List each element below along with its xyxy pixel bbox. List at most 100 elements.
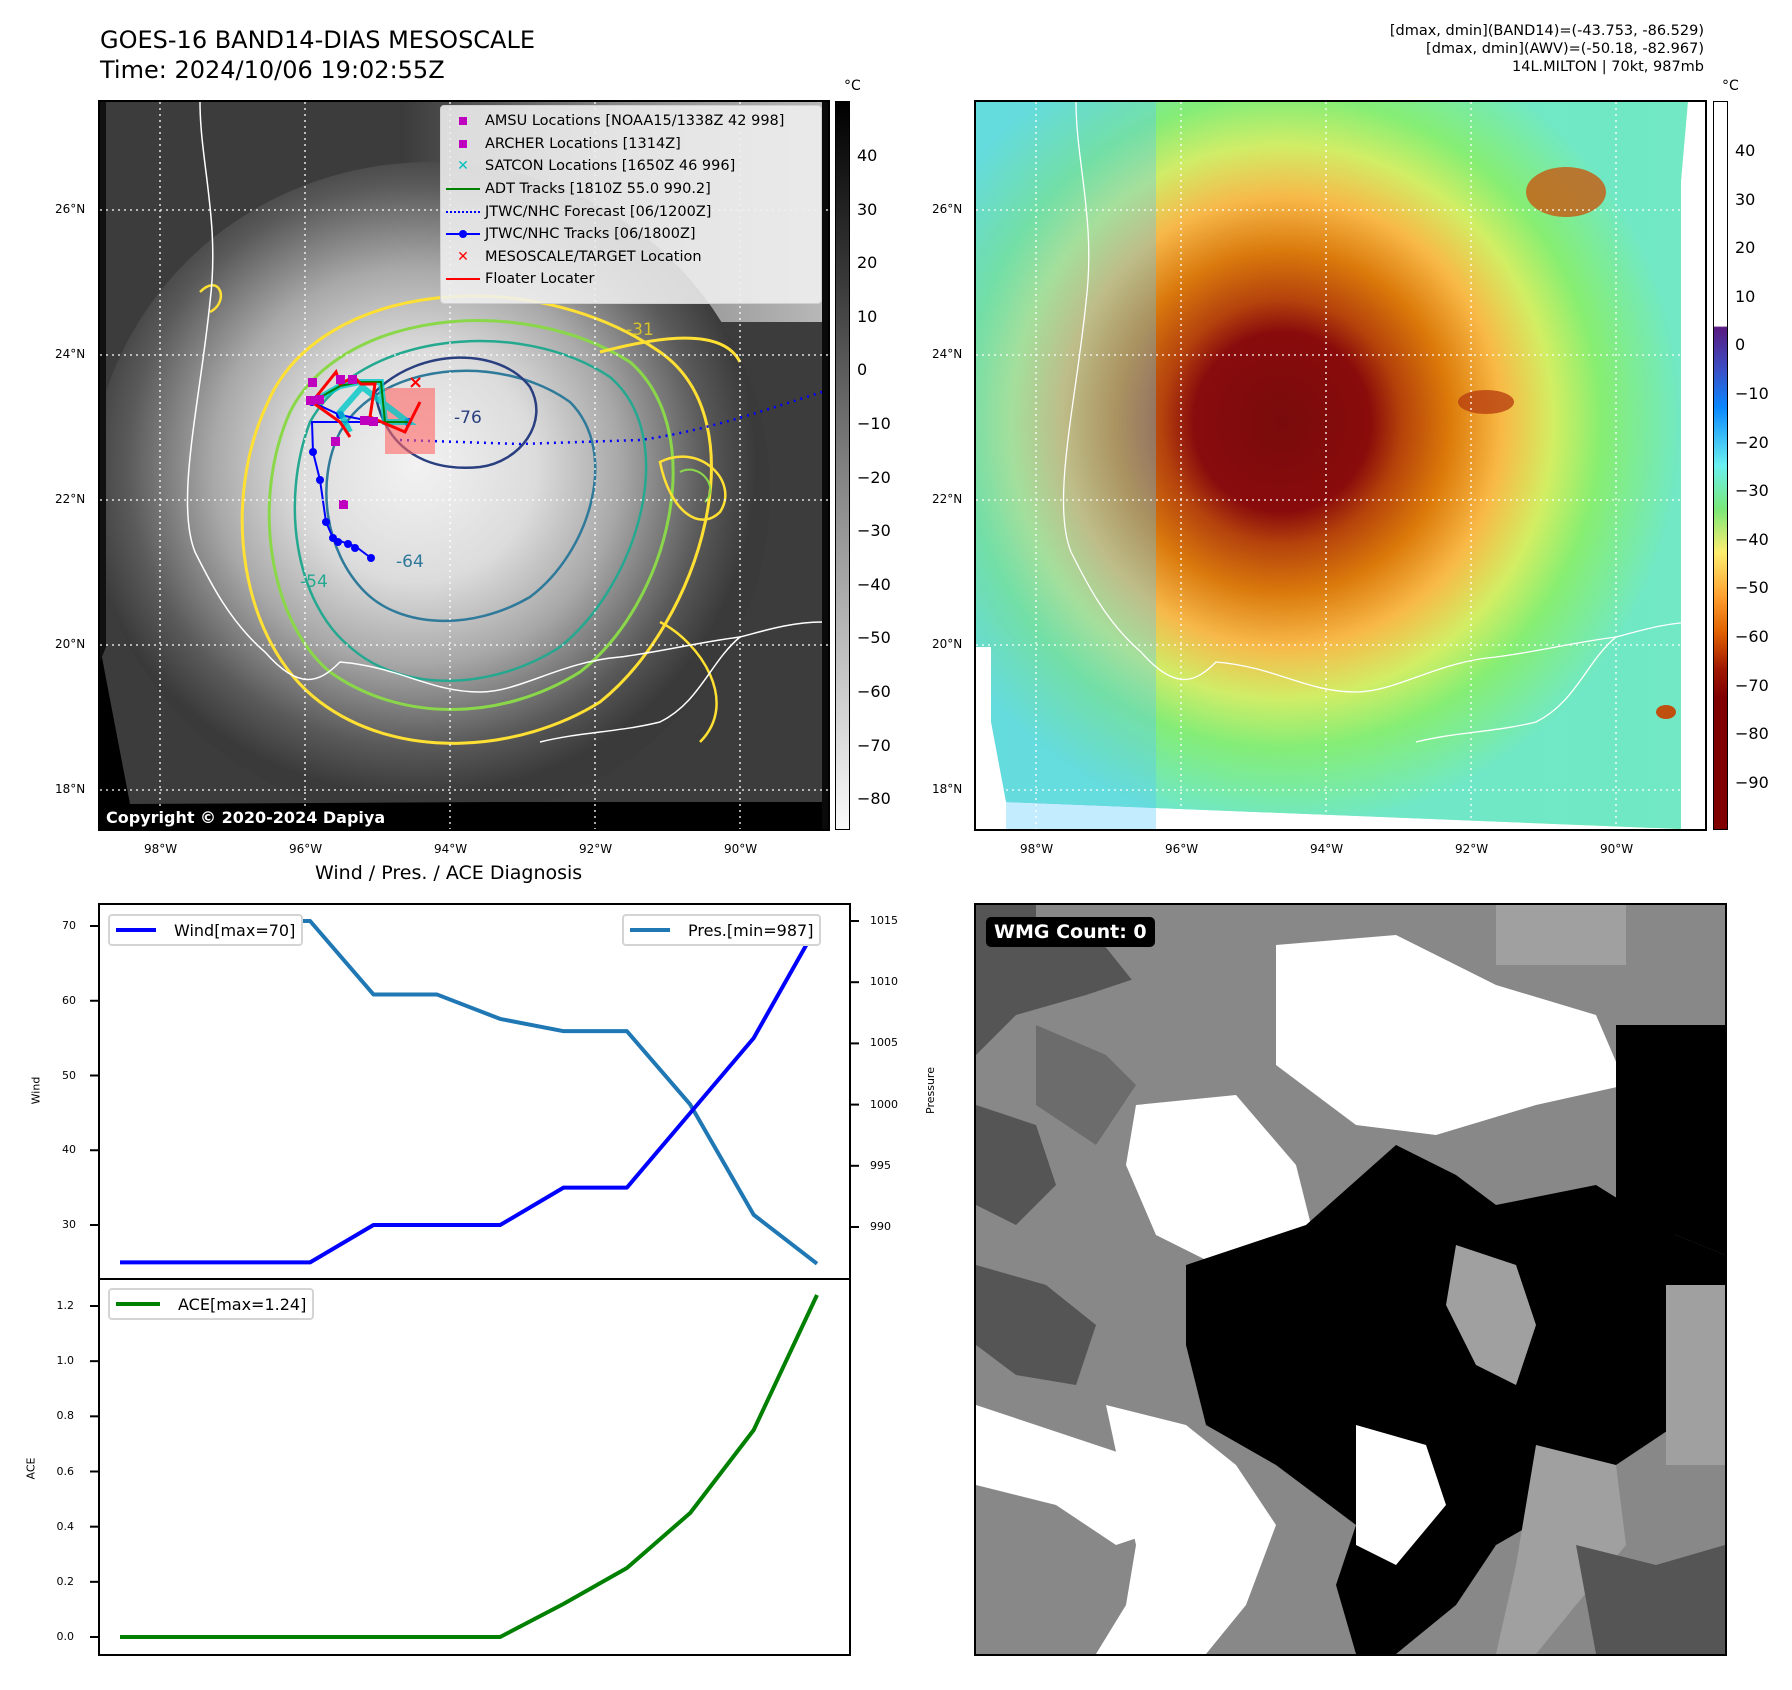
pressure-axis-label: Pressure	[923, 1067, 937, 1114]
x-marker-icon: ✕	[457, 248, 469, 265]
grayscale-colorbar	[835, 101, 850, 830]
ace-tick-label: 0.8	[56, 1409, 75, 1423]
lon-tick: 94°W	[1310, 842, 1344, 856]
wmg-count-badge: WMG Count: 0	[986, 917, 1155, 947]
colorbar-tick-label: 10	[1735, 286, 1756, 306]
pressure-tick-label: 1000	[870, 1097, 898, 1111]
legend-item-tracks: JTWC/NHC Tracks [06/1800Z]	[441, 223, 821, 246]
legend-item-forecast: JTWC/NHC Forecast [06/1200Z]	[441, 200, 821, 223]
lon-tick: 94°W	[434, 842, 468, 856]
figure-title: GOES-16 BAND14-DIAS MESOSCALE	[100, 26, 536, 54]
colorbar-tick-label: 20	[857, 253, 878, 273]
colorbar-tick-label: −20	[1735, 432, 1769, 452]
contour-label: -76	[454, 408, 482, 428]
legend-line-icon	[116, 1302, 160, 1306]
lon-tick: 96°W	[1165, 842, 1199, 856]
lon-tick: 96°W	[289, 842, 323, 856]
legend-line-icon	[630, 928, 670, 932]
lon-tick: 90°W	[1600, 842, 1634, 856]
map-legend: AMSU Locations [NOAA15/1338Z 42 998] ARC…	[440, 105, 822, 304]
stats-band14: [dmax, dmin](BAND14)=(-43.753, -86.529)	[1389, 23, 1704, 39]
colorbar-tick-label: 0	[1735, 335, 1746, 355]
colorbar-tick-label: −60	[1735, 627, 1769, 646]
colorbar-tick-label: 0	[857, 360, 868, 380]
lat-tick: 18°N	[932, 782, 963, 796]
legend-item-adt: ADT Tracks [1810Z 55.0 990.2]	[441, 178, 821, 201]
colorbar-tick-label: 30	[857, 199, 878, 219]
awv-map-canvas	[976, 102, 1705, 829]
wmg-canvas	[976, 905, 1725, 1654]
ace-legend: ACE[max=1.24]	[108, 1288, 315, 1320]
wind-tick-label: 60	[62, 993, 76, 1007]
colorbar-tick-label: −10	[1735, 384, 1769, 403]
x-marker-icon: ✕	[457, 158, 469, 175]
colorbar-tick-label: −90	[1735, 772, 1769, 792]
ace-tick-label: 1.0	[56, 1354, 75, 1368]
lat-tick: 20°N	[55, 637, 86, 651]
wind-pressure-chart	[98, 903, 851, 1280]
wind-legend: Wind[max=70]	[108, 914, 304, 946]
colorbar-tick-label: −10	[857, 414, 891, 433]
ace-tick-label: 0.6	[56, 1464, 75, 1478]
legend-item-floater: Floater Locater	[441, 268, 821, 291]
ir-map-panel[interactable]: × -76 -64 -54 -31 AMSU Locations [NOAA15…	[98, 100, 830, 831]
colorbar-tick-label: 10	[857, 306, 878, 326]
wind-tick-label: 30	[62, 1218, 76, 1231]
lat-tick: 22°N	[55, 492, 86, 506]
solid-line-icon	[446, 188, 480, 191]
colorbar-unit: °C	[844, 78, 861, 94]
ace-tick-label: 1.2	[56, 1299, 75, 1312]
lat-tick: 26°N	[55, 202, 86, 216]
dotted-line-icon	[446, 210, 480, 213]
wmg-panel[interactable]: WMG Count: 0	[974, 903, 1727, 1656]
ace-tick-label: 0.2	[56, 1574, 75, 1588]
colorbar-tick-label: −70	[857, 735, 891, 755]
wind-tick-label: 40	[62, 1143, 76, 1157]
stats-awv: [dmax, dmin](AWV)=(-50.18, -82.967)	[1426, 41, 1704, 57]
ace-chart	[98, 1278, 851, 1656]
lat-tick: 20°N	[932, 637, 963, 651]
awv-map-panel[interactable]	[974, 100, 1707, 831]
pressure-tick-label: 995	[870, 1158, 891, 1172]
contour-label: -64	[396, 552, 424, 572]
legend-item-archer: ARCHER Locations [1314Z]	[441, 133, 821, 156]
lon-tick: 90°W	[724, 842, 758, 856]
colorbar-tick-label: −40	[857, 574, 891, 594]
colorbar-tick-label: 40	[857, 146, 878, 165]
colorbar-tick-label: −60	[857, 682, 891, 701]
colorbar-tick-label: −50	[1735, 578, 1769, 598]
colorbar-tick-label: −30	[1735, 481, 1769, 501]
figure-time: Time: 2024/10/06 19:02:55Z	[100, 56, 445, 84]
lon-tick: 92°W	[579, 842, 613, 856]
line-dot-icon	[446, 230, 480, 239]
lat-tick: 22°N	[932, 492, 963, 506]
awv-colorbar	[1713, 101, 1728, 830]
contour-label: -31	[626, 320, 654, 340]
pressure-tick-label: 1005	[870, 1036, 898, 1050]
colorbar-tick-label: 20	[1735, 238, 1756, 258]
copyright-label: Copyright © 2020-2024 Dapiya	[100, 806, 392, 829]
colorbar-tick-label: −40	[1735, 529, 1769, 549]
legend-item-mesoscale: ✕ MESOSCALE/TARGET Location	[457, 248, 702, 265]
colorbar-tick-label: −20	[857, 467, 891, 487]
pressure-tick-label: 990	[870, 1220, 891, 1233]
colorbar-unit: °C	[1722, 78, 1739, 94]
contour-label: -54	[300, 572, 328, 592]
lon-tick: 98°W	[1020, 842, 1054, 856]
lon-tick: 92°W	[1455, 842, 1489, 856]
colorbar-tick-label: 40	[1735, 141, 1756, 160]
pressure-legend: Pres.[min=987]	[622, 914, 822, 946]
ace-tick-label: 0.4	[56, 1519, 75, 1533]
ace-tick-label: 0.0	[56, 1630, 75, 1643]
legend-line-icon	[116, 928, 156, 932]
wind-tick-label: 50	[62, 1068, 76, 1082]
colorbar-tick-label: 30	[1735, 189, 1756, 209]
legend-item-satcon: ✕ SATCON Locations [1650Z 46 996]	[457, 158, 736, 175]
chart-title: Wind / Pres. / ACE Diagnosis	[315, 862, 583, 884]
lat-tick: 24°N	[55, 347, 86, 361]
svg-text:×: ×	[408, 372, 423, 393]
stats-block: [dmax, dmin](BAND14)=(-43.753, -86.529) …	[1390, 22, 1704, 76]
pressure-tick-label: 1010	[870, 975, 898, 989]
wind-axis-label: Wind	[29, 1076, 43, 1105]
ace-axis-label: ACE	[24, 1457, 38, 1480]
